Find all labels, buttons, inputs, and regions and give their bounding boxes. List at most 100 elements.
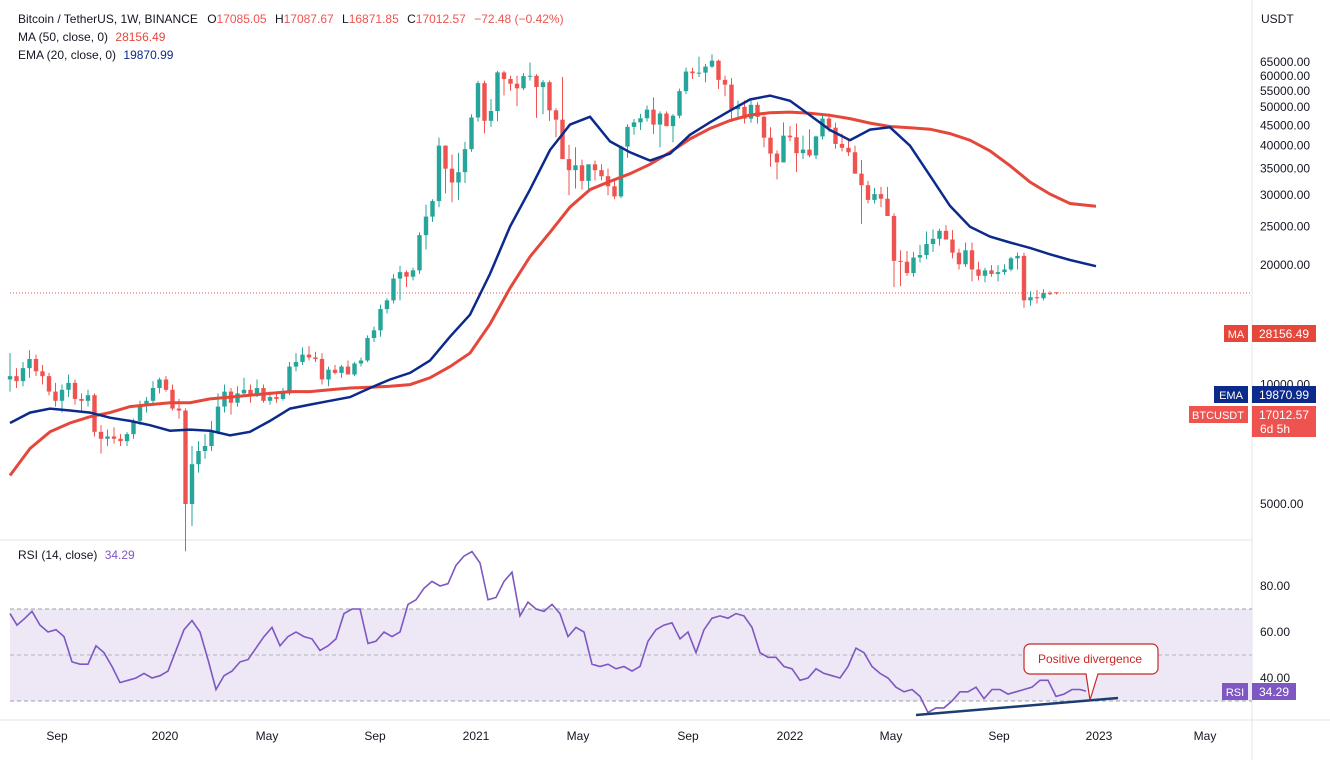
candle-body [898, 260, 903, 262]
candle-body [677, 91, 682, 116]
price-badge-value: 17012.57 [1259, 408, 1309, 422]
candle-body [527, 75, 533, 77]
candle-body [293, 361, 299, 367]
price-tick-label: 45000.00 [1260, 118, 1310, 132]
candle-body [118, 438, 123, 442]
candle-body [196, 451, 201, 465]
divergence-trendline[interactable] [915, 696, 1119, 717]
rsi-tick-label: 80.00 [1260, 579, 1290, 593]
time-axis[interactable]: Sep 2020 May Sep 2021 May Sep 2022 May Sep 2023 May [46, 729, 1216, 743]
legend-ma-value: 28156.49 [115, 30, 165, 44]
candle-body [46, 376, 52, 392]
candles-group [7, 54, 1059, 552]
candle-body [59, 389, 65, 401]
candle-body [735, 106, 741, 110]
candle-body [625, 126, 630, 147]
candle-body [651, 109, 656, 125]
price-tick-label: 60000.00 [1260, 69, 1310, 83]
candle-body [254, 388, 260, 396]
legend-open: 17085.05 [217, 12, 267, 26]
candle-body [774, 153, 780, 163]
candle-body [846, 147, 851, 153]
candle-body [664, 113, 669, 127]
candle-body [274, 397, 279, 399]
candle-body [742, 106, 747, 119]
candle-body [170, 389, 175, 409]
legend-main: Bitcoin / TetherUS, 1W, BINANCE O17085.0… [18, 12, 564, 62]
price-tick-label: 20000.00 [1260, 258, 1310, 272]
price-tick-label: 65000.00 [1260, 55, 1310, 69]
candle-body [995, 272, 1001, 274]
candle-body [488, 111, 494, 121]
candle-body [501, 72, 507, 79]
candle-body [618, 146, 624, 197]
candle-body [787, 135, 793, 138]
candle-body [371, 330, 377, 339]
candle-body [326, 369, 331, 380]
candle-body [885, 198, 890, 216]
candle-body [982, 270, 988, 276]
rsi-axis[interactable]: 80.00 60.00 40.00 [1260, 579, 1290, 685]
candle-body [449, 168, 455, 183]
ma-badge-tag: MA [1228, 329, 1245, 341]
candle-body [27, 358, 32, 369]
candle-body [683, 71, 689, 92]
price-tick-label: 55000.00 [1260, 84, 1310, 98]
candle-body [644, 109, 650, 119]
candle-body [215, 406, 221, 432]
candle-body [631, 122, 637, 127]
candle-body [657, 113, 663, 125]
rsi-tick-label: 60.00 [1260, 625, 1290, 639]
candle-body [521, 76, 526, 89]
candle-body [1028, 297, 1033, 301]
candle-body [495, 72, 500, 112]
legend-high: 17087.67 [284, 12, 334, 26]
legend-change: −72.48 (−0.42%) [474, 12, 563, 26]
legend-rsi-label: RSI (14, close) [18, 548, 97, 562]
candle-body [579, 165, 585, 181]
candle-body [820, 118, 825, 137]
price-tick-label: 25000.00 [1260, 220, 1310, 234]
candle-body [878, 194, 884, 199]
annotation-callout[interactable]: Positive divergence [1023, 643, 1159, 701]
rsi-badge: RSI 34.29 [1222, 683, 1296, 700]
candle-body [313, 357, 318, 359]
candle-body [131, 420, 136, 435]
price-badge-tag: BTCUSDT [1192, 410, 1244, 422]
legend-ma-line[interactable]: MA (50, close, 0) 28156.49 [18, 30, 166, 44]
candle-body [1041, 293, 1046, 299]
legend-ema-line[interactable]: EMA (20, close, 0) 19870.99 [18, 48, 174, 62]
candle-body [976, 269, 981, 276]
ema-badge-value: 19870.99 [1259, 388, 1309, 402]
candle-body [592, 164, 598, 171]
legend-rsi-line[interactable]: RSI (14, close) 34.29 [18, 548, 135, 562]
ma-badge-value: 28156.49 [1259, 327, 1309, 341]
candle-body [1047, 293, 1053, 295]
price-tick-label: 40000.00 [1260, 139, 1310, 153]
candle-body [872, 194, 877, 200]
candle-body [690, 71, 695, 74]
candle-body [124, 434, 130, 442]
candle-body [924, 244, 929, 256]
candle-body [696, 72, 702, 74]
candle-body [378, 309, 383, 331]
candle-body [163, 379, 169, 390]
candle-body [241, 389, 247, 394]
candle-body [306, 354, 312, 358]
candle-body [345, 366, 351, 375]
candle-body [833, 127, 838, 144]
candle-body [794, 137, 799, 154]
time-tick-label: Sep [988, 729, 1010, 743]
candle-body [436, 145, 442, 202]
legend-low-label: L [342, 12, 349, 26]
candle-body [176, 408, 182, 411]
candle-body [144, 400, 149, 405]
time-tick-label: Sep [46, 729, 68, 743]
candle-body [365, 338, 370, 361]
candle-body [826, 118, 832, 128]
candle-body [105, 436, 110, 439]
legend-rsi-value: 34.29 [105, 548, 135, 562]
ema-badge-tag: EMA [1219, 390, 1244, 402]
